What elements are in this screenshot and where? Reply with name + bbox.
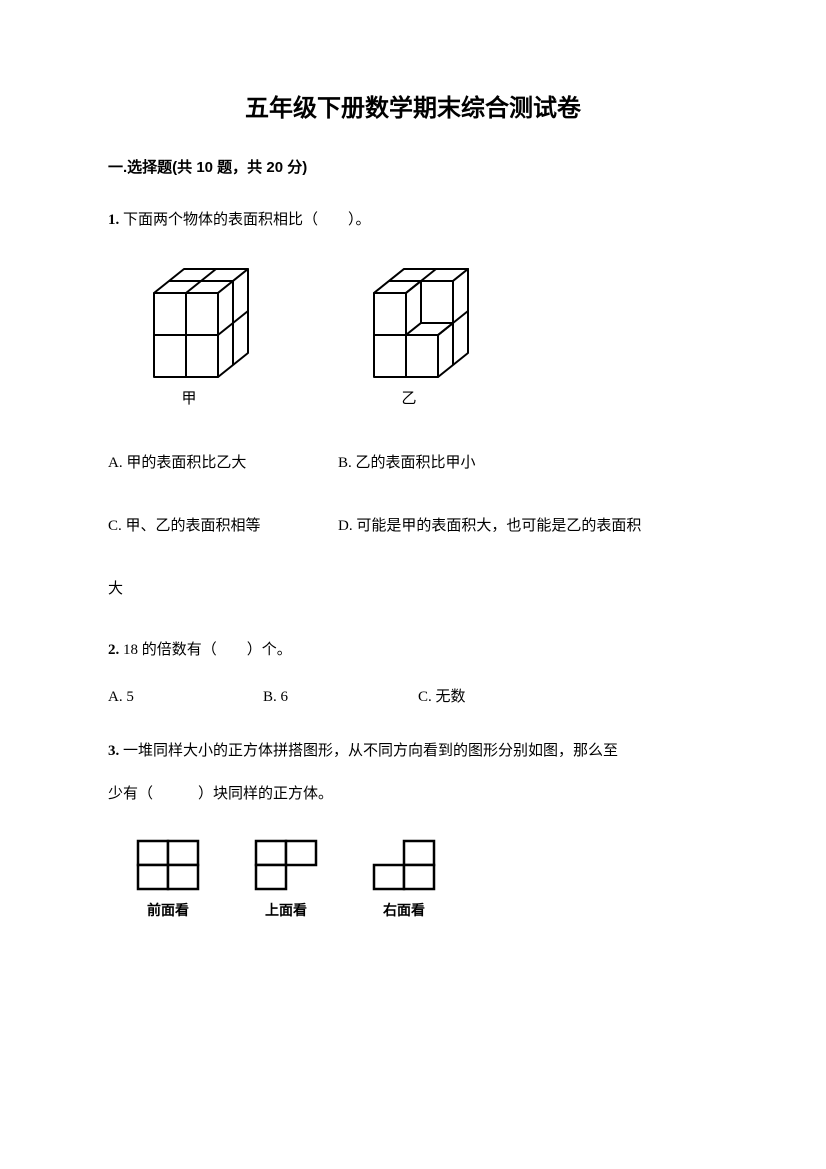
q1-num: 1. (108, 212, 119, 228)
section-header: 一.选择题(共 10 题，共 20 分) (108, 156, 718, 180)
cube-jia-label: 甲 (181, 387, 196, 411)
view-right-label: 右面看 (383, 899, 425, 921)
q3-text2-row: 少有（ ）块同样的正方体。 (108, 778, 718, 811)
q3-num: 3. (108, 743, 119, 759)
q1-options-row2: C. 甲、乙的表面积相等 D. 可能是甲的表面积大，也可能是乙的表面积 (108, 510, 718, 543)
q1-optD-cont: 大 (108, 573, 718, 606)
q3-text2: 少有（ ）块同样的正方体。 (108, 786, 333, 802)
q3-views: 前面看 上面看 右面看 (136, 839, 718, 921)
view-front: 前面看 (136, 839, 200, 921)
q1-optD: D. 可能是甲的表面积大，也可能是乙的表面积 (338, 510, 718, 543)
q3-text1: 一堆同样大小的正方体拼搭图形，从不同方向看到的图形分别如图，那么至 (123, 743, 618, 759)
view-top-label: 上面看 (265, 899, 307, 921)
cube-yi-label: 乙 (401, 387, 416, 411)
page-title: 五年级下册数学期末综合测试卷 (108, 90, 718, 128)
view-top: 上面看 (254, 839, 318, 921)
q1-optC: C. 甲、乙的表面积相等 (108, 510, 338, 543)
q2-text: 18 的倍数有（ ）个。 (123, 642, 292, 658)
cube-jia: 甲 (124, 265, 254, 411)
q2-num: 2. (108, 642, 119, 658)
q2-optB: B. 6 (263, 685, 418, 709)
q2-options: A. 5 B. 6 C. 无数 (108, 685, 718, 709)
q2-optA: A. 5 (108, 685, 263, 709)
view-front-label: 前面看 (147, 899, 189, 921)
question-2: 2. 18 的倍数有（ ）个。 (108, 634, 718, 667)
q1-text: 下面两个物体的表面积相比（ ）。 (123, 212, 371, 228)
q1-figures: 甲 (124, 265, 718, 411)
q2-optC: C. 无数 (418, 685, 573, 709)
q1-options-row1: A. 甲的表面积比乙大 B. 乙的表面积比甲小 (108, 447, 718, 480)
view-right: 右面看 (372, 839, 436, 921)
cube-yi: 乙 (344, 265, 474, 411)
q1-optA: A. 甲的表面积比乙大 (108, 447, 338, 480)
q1-optB: B. 乙的表面积比甲小 (338, 447, 718, 480)
question-1: 1. 下面两个物体的表面积相比（ ）。 (108, 204, 718, 237)
question-3: 3. 一堆同样大小的正方体拼搭图形，从不同方向看到的图形分别如图，那么至 (108, 735, 718, 768)
